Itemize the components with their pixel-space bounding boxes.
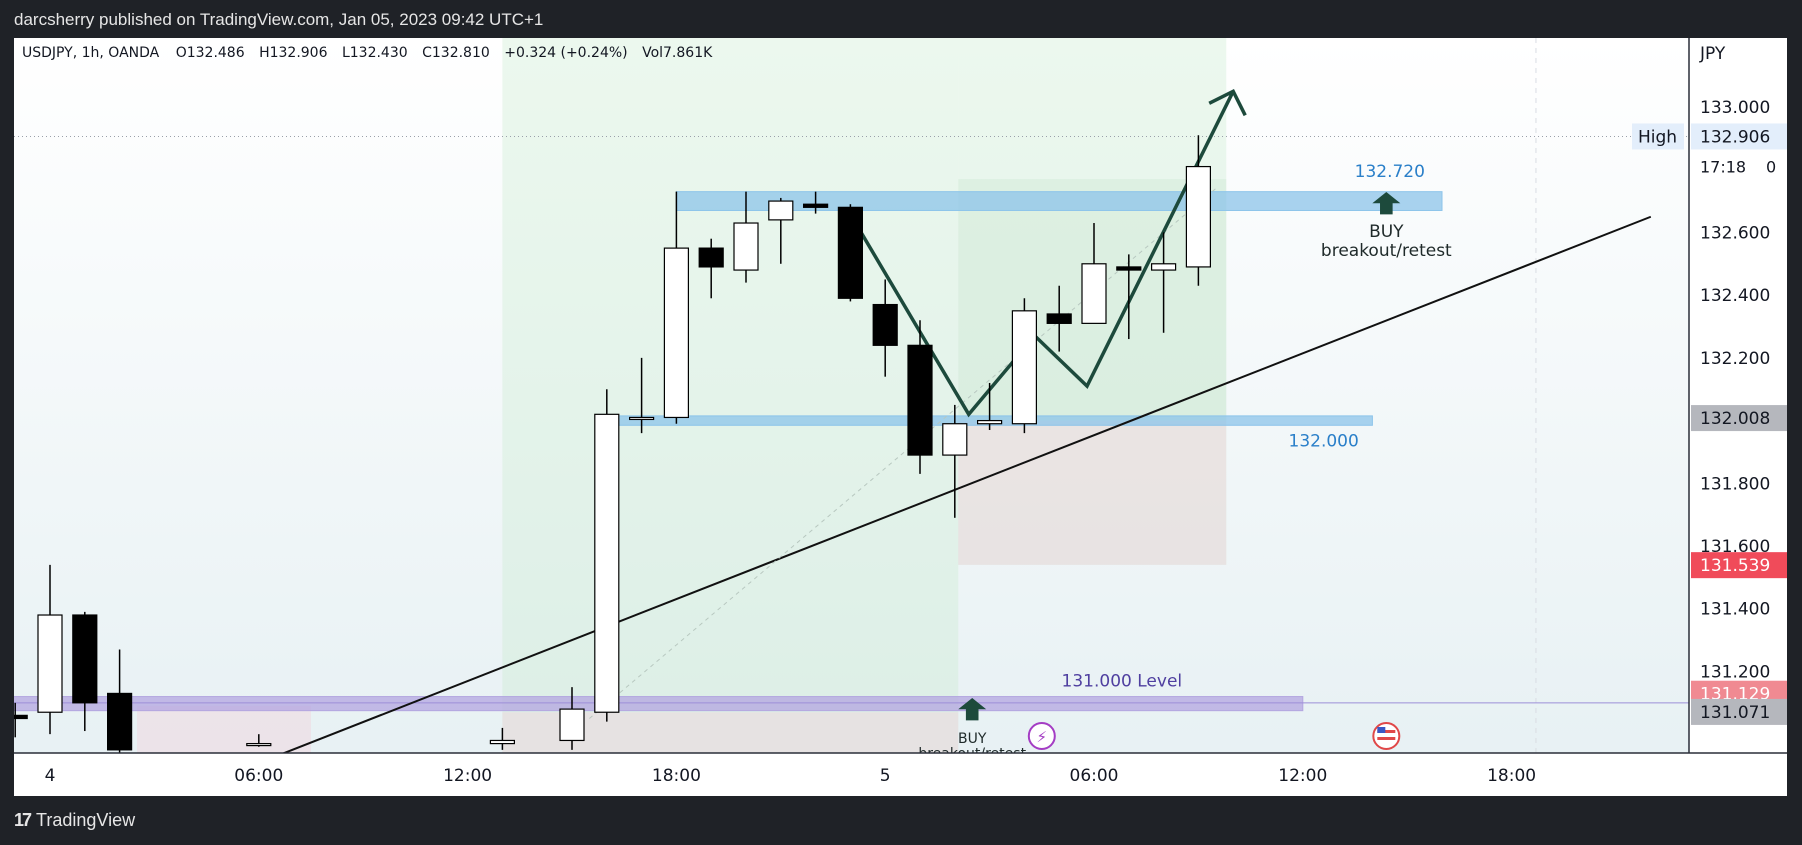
high-price-tag-background [1691, 123, 1787, 150]
bearish-candle [1046, 313, 1072, 324]
projection-arrowhead [1208, 88, 1247, 117]
time-tick-label: 12:00 [1278, 766, 1327, 786]
price-tick-label: 131.800 [1700, 474, 1770, 494]
tradingview-logo-icon: 17 [14, 810, 32, 830]
legend-change: +0.324 (+0.24%) [504, 45, 627, 61]
chart-frame[interactable]: ⚡ USDJPY, 1h, OANDA O132.486 H132.906 L1… [14, 38, 1787, 796]
legend-low: L132.430 [342, 45, 408, 61]
high-price-tag: 132.906 [1700, 127, 1770, 147]
currency-label: JPY [1699, 44, 1726, 64]
bearish-candle [837, 206, 864, 299]
bearish-candle [907, 344, 933, 456]
zone-131000level [14, 696, 1304, 712]
buy-label-lower: BUY [958, 731, 987, 747]
price-tick-label: 131.400 [1700, 600, 1770, 620]
bullish-candle [489, 739, 515, 745]
time-tick-label: 18:00 [1487, 766, 1536, 786]
price-tick-label: 131.600 [1700, 537, 1770, 557]
time-tick-label: 18:00 [652, 766, 701, 786]
annotation-overlay: ⚡ [958, 192, 1401, 750]
buy-arrow-lower-icon [958, 698, 987, 721]
buy-arrow-upper-icon [1372, 192, 1401, 215]
bullish-candle [628, 416, 655, 421]
price-tag-131539: 131.539 [1700, 556, 1770, 576]
bullish-candle [976, 419, 1003, 425]
tradingview-logo[interactable]: 17 TradingView [14, 810, 135, 831]
position-dashed-line [589, 188, 1217, 719]
price-tick-label: 132.400 [1700, 286, 1770, 306]
time-axis-background [14, 753, 1787, 796]
time-tick-label: 06:00 [1070, 766, 1119, 786]
bearish-candle [872, 303, 898, 346]
price-tag-132008-background [1691, 405, 1787, 432]
legend-symbol: USDJPY, 1h, OANDA [22, 45, 160, 61]
flag-canton [1377, 727, 1386, 733]
zone-label-131000-level: 131.000 Level [1062, 672, 1183, 692]
price-tag-132008: 132.008 [1700, 409, 1770, 429]
footer-bar: 17 TradingView [0, 796, 1802, 845]
price-tag-131539-background [1691, 552, 1787, 579]
chart-legend: USDJPY, 1h, OANDA O132.486 H132.906 L132… [22, 45, 713, 61]
trendline [275, 215, 1652, 758]
time-ticks: 4 06:00 12:00 18:00 5 06:00 12:00 18:00 [45, 766, 1537, 786]
flag-stripe [1377, 730, 1396, 733]
zone-label-132000: 132.000 [1289, 432, 1359, 452]
bullish-candle [768, 200, 794, 221]
time-tick-label: 4 [45, 766, 56, 786]
time-tick-label: 12:00 [443, 766, 492, 786]
lightning-glyph: ⚡ [1037, 728, 1048, 746]
price-tick-label: 133.000 [1700, 98, 1770, 118]
bullish-candle [942, 423, 968, 456]
time-axis[interactable]: 4 06:00 12:00 18:00 5 06:00 12:00 18:00 [14, 752, 1787, 796]
price-tag-131071: 131.071 [1700, 703, 1770, 723]
bullish-candle [1150, 263, 1177, 271]
price-tag-131071-background [1691, 698, 1787, 725]
us-flag-event-icon [1372, 722, 1401, 750]
bearish-candle [106, 692, 133, 751]
price-tick-label: 132.600 [1700, 223, 1770, 243]
price-chart[interactable]: ⚡ USDJPY, 1h, OANDA O132.486 H132.906 L1… [14, 38, 1787, 796]
bullish-candle [37, 614, 63, 713]
bearish-candle [72, 614, 98, 704]
price-axis[interactable]: JPY 133.000132.600132.400132.200131.8001… [1632, 38, 1787, 796]
bullish-candle [1185, 165, 1212, 268]
bearish-candle [1116, 266, 1142, 271]
high-tag-label: High [1638, 127, 1677, 147]
bullish-candle [246, 742, 272, 747]
countdown-suffix: 0 [1766, 157, 1776, 176]
bearish-candle [698, 247, 724, 268]
lightning-event-icon [1027, 722, 1056, 750]
bearish-candle [14, 714, 28, 720]
position-box-profit [502, 38, 959, 772]
brand-label: TradingView [36, 810, 136, 830]
publisher-line: darcsherry published on TradingView.com,… [14, 10, 544, 29]
bullish-candle [594, 413, 620, 713]
price-tick-label: 132.200 [1700, 349, 1770, 369]
breakout-retest-label-upper: breakout/retest [1321, 241, 1452, 261]
position-box-loss [958, 420, 1227, 565]
price-ticks: 133.000 132.600 132.400 132.200 131.800 131.6… [1700, 98, 1770, 682]
buy-label-upper: BUY [1369, 222, 1404, 242]
flag-stripe [1377, 737, 1396, 740]
candles [14, 135, 1212, 757]
price-tick-label: 131.200 [1700, 662, 1770, 682]
bullish-candle [1081, 263, 1107, 324]
legend-volume: Vol7.861K [642, 45, 713, 61]
legend-high: H132.906 [259, 45, 328, 61]
bullish-candle [663, 247, 690, 419]
bullish-candle [733, 222, 759, 271]
zone-label-132720: 132.720 [1355, 162, 1425, 182]
time-tick-label: 06:00 [234, 766, 283, 786]
legend-close: C132.810 [422, 45, 490, 61]
publisher-bar: darcsherry published on TradingView.com,… [0, 0, 1802, 38]
bullish-candle [1011, 310, 1038, 425]
legend-open: O132.486 [176, 45, 245, 61]
time-tick-label: 5 [880, 766, 891, 786]
countdown-label: 17:18 [1700, 157, 1746, 176]
bearish-candle [802, 203, 829, 208]
bullish-candle [559, 708, 585, 742]
high-label-background [1632, 123, 1684, 150]
